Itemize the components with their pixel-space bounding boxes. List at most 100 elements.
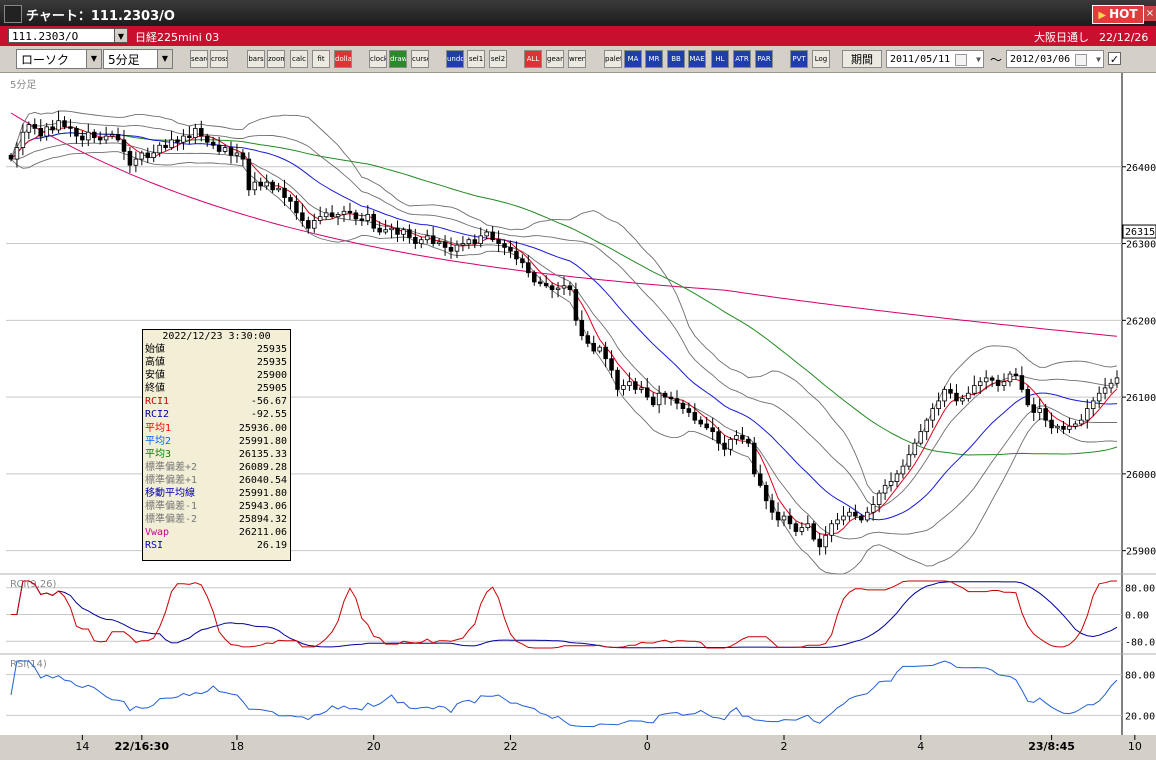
candle-body [853,511,858,517]
candle-body [799,527,805,532]
fit-tool-button[interactable]: fit [312,50,330,68]
price-tick-label: 26400 [1126,163,1156,174]
candle-body [44,126,49,137]
candle-body [478,235,484,244]
candle-body [508,246,513,252]
bb-tool-button[interactable]: BB [667,50,685,68]
candle-body [728,438,733,450]
candle-body [960,398,965,402]
sel2-tool-button[interactable]: sel2 [489,50,507,68]
clock-tool-button[interactable]: clock [369,50,387,68]
candle-body [32,124,38,129]
candle-body [1073,423,1078,427]
candle-body [133,158,139,166]
candle-body [151,152,156,158]
candle-body [977,381,983,386]
candle-body [8,154,14,160]
info-label: Vwap [145,527,170,539]
mae-tool-button[interactable]: MAE [688,50,706,68]
candle-body [389,227,394,231]
undo-tool-button[interactable]: undo [446,50,464,68]
bars-tool-button[interactable]: bars [247,50,265,68]
mr-tool-button[interactable]: MR [645,50,663,68]
par-tool-button[interactable]: PAR [755,50,773,68]
zoom-tool-button[interactable]: zoom [267,50,285,68]
candle-body [1025,389,1031,406]
dollar-tool-button[interactable]: dollar [334,50,352,68]
candle-body [109,134,115,137]
candle-body [769,500,775,513]
wrench-tool-button[interactable]: wrench [568,50,586,68]
candle-body [347,210,353,214]
cursor-tool-button[interactable]: cursor [411,50,429,68]
candle-body [829,523,834,536]
candle-body [752,442,757,475]
candle-body [62,120,67,128]
candle-body [490,231,495,241]
symbol-dropdown-arrow-icon[interactable]: ▼ [114,28,128,43]
rsi-line [10,660,1118,728]
candle-body [912,442,918,456]
calendar-icon[interactable] [955,54,967,66]
candle-body [413,237,418,244]
candle-body [276,187,281,191]
symbol-input[interactable]: 111.2303/O [8,28,126,43]
chevron-down-icon[interactable]: ▼ [1096,55,1101,64]
candle-body [199,127,204,137]
gear-tool-button[interactable]: gear [546,50,564,68]
candle-body [371,213,376,229]
period-button[interactable]: 期間 [842,50,882,68]
candle-body [1061,425,1066,430]
calendar-icon[interactable] [1075,54,1087,66]
candle-body [401,229,406,235]
all-tool-button[interactable]: ALL [524,50,542,68]
candle-body [1096,392,1102,402]
candle-body [424,235,430,241]
close-button[interactable]: × [1144,6,1156,21]
log-tool-button[interactable]: Log [812,50,830,68]
apply-checkbox[interactable]: ✓ [1108,52,1121,66]
date-from-field[interactable]: 2011/05/11 ▼ [886,50,984,68]
date-to-field[interactable]: 2012/03/06 ▼ [1006,50,1104,68]
ma-tool-button[interactable]: MA [624,50,642,68]
stddev-band-line [10,151,1118,575]
candle-body [74,127,79,137]
info-row: 終値 25905 [143,382,290,395]
candle-body [329,212,335,218]
candle-body [1055,425,1060,429]
draw-tool-button[interactable]: draw [389,50,407,68]
candle-body [407,229,412,238]
candle-body [466,239,472,244]
exchange-label: 大阪日通し [1034,31,1089,44]
cross-tool-button[interactable]: cross [210,50,228,68]
candle-body [127,151,133,166]
pvt-tool-button[interactable]: PVT [790,50,808,68]
candle-body [282,187,287,198]
candle-body [698,419,704,425]
info-label: 平均2 [145,435,172,447]
candle-body [38,127,43,137]
chart-type-select[interactable]: ローソク ▼ [16,49,102,69]
info-label: 始値 [145,344,165,355]
atr-tool-button[interactable]: ATR [733,50,751,68]
palette-tool-button[interactable]: palette [604,50,622,68]
session-date: 22/12/26 [1099,31,1149,44]
sel1-tool-button[interactable]: sel1 [467,50,485,68]
candle-body [86,131,91,141]
search-tool-button[interactable]: search [190,50,208,68]
info-row: 高値 25935 [143,356,290,369]
candle-body [692,412,698,421]
interval-select[interactable]: 5分足 ▼ [103,49,173,69]
time-tick-label: 10 [1128,740,1142,753]
candle-body [876,492,882,505]
hl-tool-button[interactable]: HL [711,50,729,68]
hot-button[interactable]: ▶ HOT [1092,5,1144,24]
candle-body [680,402,686,410]
window-title: チャート：111.2303/O [26,9,175,24]
candle-body [103,135,109,141]
chevron-down-icon[interactable]: ▼ [976,55,981,64]
calc-tool-button[interactable]: calc [290,50,308,68]
candle-body [341,210,347,215]
candle-body [995,379,1001,386]
candle-body [579,319,585,337]
